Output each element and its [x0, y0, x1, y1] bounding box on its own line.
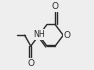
Text: O: O: [27, 59, 34, 68]
Text: O: O: [52, 2, 59, 11]
Text: NH: NH: [33, 30, 45, 39]
Text: O: O: [63, 31, 70, 40]
